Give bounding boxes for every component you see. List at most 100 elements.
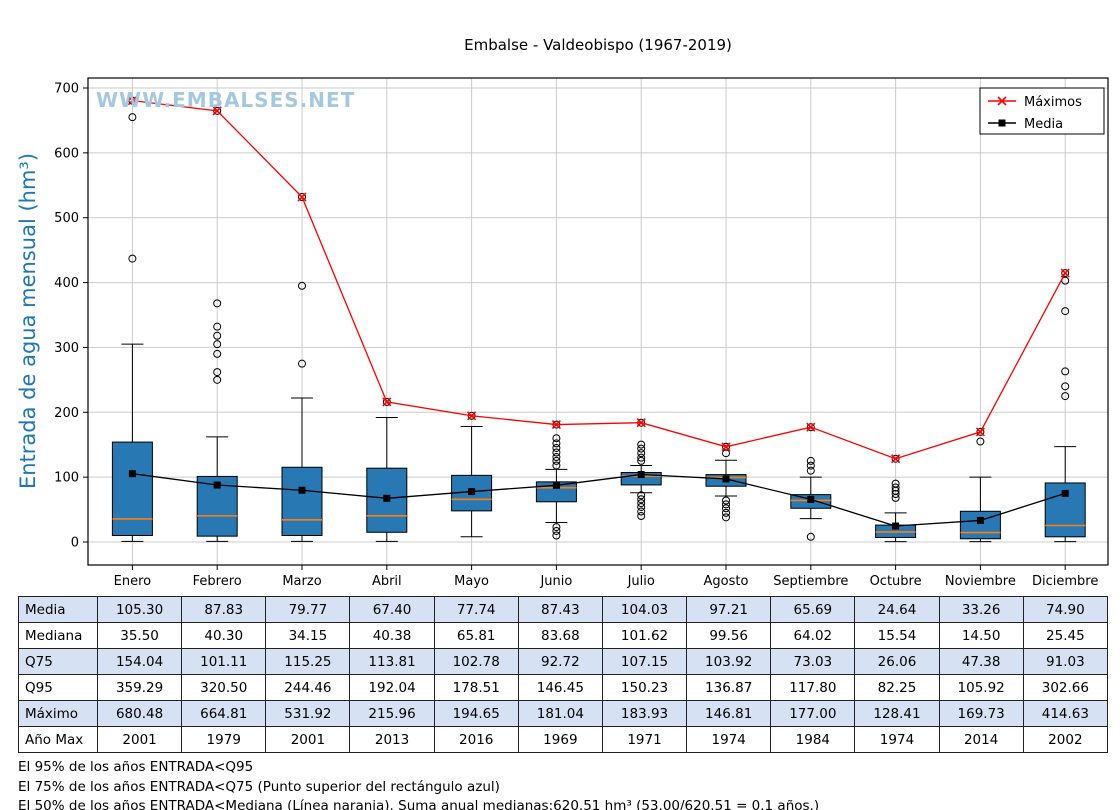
outlier-point [128, 254, 137, 263]
outlier-point [552, 523, 561, 532]
outlier-point [806, 466, 815, 475]
stats-cell: 107.15 [601, 648, 688, 675]
outlier-point [637, 444, 646, 453]
stats-cell: 103.92 [686, 648, 772, 675]
x-tick-label: Julio [627, 574, 655, 589]
outlier-point [298, 359, 306, 368]
media-marker [807, 495, 815, 503]
stats-cell: 105.92 [938, 674, 1024, 701]
stats-cell: 33.26 [938, 596, 1024, 623]
box [281, 466, 323, 537]
stats-row: Mediana 35.50 40.30 34.15 40.38 65.81 83.68 101… [18, 622, 1109, 649]
watermark: WWW.EMBALSES.NET [96, 88, 356, 112]
boxplot-chart: 0 100 200 300 400 500 600 700 Enero Febrero Marzo A… [54, 77, 1109, 589]
maximos-marker [467, 411, 477, 421]
outlier-point [637, 449, 646, 458]
x-tick-label: Junio [539, 574, 572, 589]
stats-cell: 105.30 [96, 596, 183, 623]
media-marker [552, 481, 560, 489]
plot-frame [87, 77, 1109, 566]
outlier-point [552, 531, 561, 540]
outlier-point [722, 449, 730, 458]
y-tick-label: 200 [54, 406, 79, 421]
stats-row: Máximo 680.48 664.81 531.92 215.96 194.65 181.… [18, 700, 1109, 727]
stats-cell: 2002 [1022, 726, 1109, 753]
maximos-marker [382, 397, 392, 407]
stats-cell: 102.78 [433, 648, 519, 675]
chart-title: Embalse - Valdeobispo (1967-2019) [464, 36, 732, 54]
stats-cell: 320.50 [181, 674, 267, 701]
y-tick-label: 400 [54, 276, 79, 291]
stats-cell: 178.51 [433, 674, 519, 701]
outlier-point [552, 443, 561, 452]
outlier-point [213, 340, 222, 349]
stats-cell: 192.04 [349, 674, 435, 701]
outlier-point [722, 508, 730, 517]
legend-maximos-label: Máximos [1024, 95, 1082, 110]
outlier-point [891, 454, 900, 463]
stats-cell: 87.83 [181, 596, 267, 623]
outlier-point [722, 496, 730, 505]
stats-row: Q75 154.04 101.11 115.25 113.81 102.78 92.72 10… [18, 648, 1109, 675]
stats-cell: 101.62 [601, 622, 688, 649]
stats-row-header: Año Max [18, 726, 98, 753]
stats-cell: 34.15 [265, 622, 351, 649]
maximos-marker [891, 454, 901, 464]
outlier-point [637, 453, 646, 462]
maximos-line [132, 100, 1066, 460]
x-tick-label: Diciembre [1032, 574, 1098, 589]
stats-cell: 65.69 [770, 596, 856, 623]
stats-row: Año Max 2001 1979 2001 2013 2016 1969 1971 1974 1… [18, 726, 1109, 753]
stats-cell: 104.03 [601, 596, 688, 623]
outlier-point [637, 440, 646, 449]
outlier-point [128, 113, 137, 122]
media-marker [213, 481, 221, 489]
stats-cell: 531.92 [265, 700, 351, 727]
x-tick-label: Noviembre [945, 574, 1016, 589]
y-tick-label: 600 [54, 146, 79, 161]
footer-line-q95: El 95% de los años ENTRADA<Q95 [18, 759, 254, 775]
media-marker [128, 470, 136, 478]
outlier-point [552, 456, 561, 465]
stats-cell: 97.21 [686, 596, 772, 623]
stats-cell: 115.25 [265, 648, 351, 675]
legend-maximos-marker [997, 96, 1007, 106]
media-marker [298, 486, 306, 494]
stats-cell: 14.50 [938, 622, 1024, 649]
stats-cell: 664.81 [181, 700, 267, 727]
maximos-marker [551, 420, 561, 430]
outlier-point [722, 513, 730, 522]
outlier-point [637, 507, 646, 516]
stats-cell: 99.56 [686, 622, 772, 649]
stats-cell: 244.46 [265, 674, 351, 701]
outlier-point [891, 479, 900, 488]
media-line [132, 473, 1066, 527]
stats-row-header: Q95 [18, 674, 98, 701]
outlier-point [637, 456, 646, 465]
outlier-point [637, 495, 646, 504]
maximos-marker [721, 442, 731, 452]
x-tick-label: Enero [114, 574, 152, 589]
stats-cell: 146.81 [686, 700, 772, 727]
stats-cell: 65.81 [433, 622, 519, 649]
stats-cell: 64.02 [770, 622, 856, 649]
stats-cell: 146.45 [517, 674, 603, 701]
outlier-point [1061, 382, 1070, 391]
outlier-point [1061, 367, 1070, 376]
outlier-point [1061, 269, 1070, 278]
stats-cell: 2014 [938, 726, 1024, 753]
stats-cell: 25.45 [1022, 622, 1109, 649]
outlier-point [213, 375, 222, 384]
outlier-point [806, 423, 815, 432]
legend-media-label: Media [1024, 117, 1063, 132]
stats-cell: 154.04 [96, 648, 183, 675]
media-marker [722, 475, 730, 483]
outlier-point [213, 331, 222, 340]
x-tick-label: Octubre [870, 574, 922, 589]
stats-row-header: Media [18, 596, 98, 623]
stats-cell: 177.00 [770, 700, 856, 727]
maximos-marker [1060, 268, 1070, 278]
outlier-point [552, 439, 561, 448]
stats-cell: 92.72 [517, 648, 603, 675]
stats-cell: 113.81 [349, 648, 435, 675]
